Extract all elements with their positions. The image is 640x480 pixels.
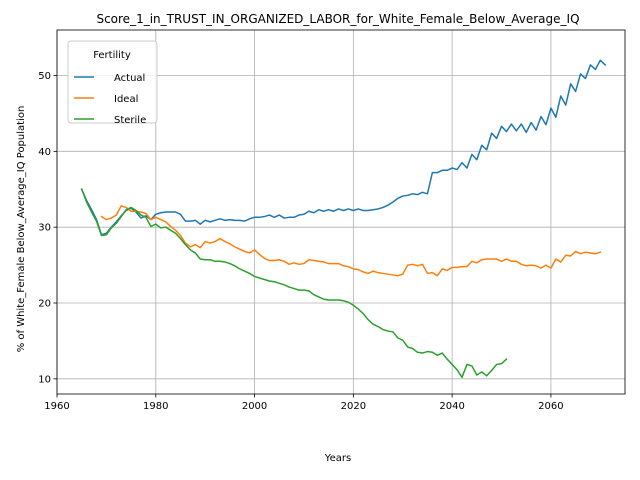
- x-tick-label: 1980: [143, 401, 168, 412]
- y-tick-label: 30: [38, 223, 51, 234]
- y-axis-label: % of White_Female Below_Average_IQ Popul…: [16, 106, 27, 353]
- y-tick-label: 50: [38, 71, 51, 82]
- plot-area: [56, 29, 626, 395]
- y-axis-ticks: 10 20 30 40 50: [38, 71, 57, 385]
- x-tick-label: 2060: [538, 401, 563, 412]
- legend-label-actual: Actual: [114, 73, 145, 84]
- legend-box: [67, 40, 158, 124]
- y-tick-label: 20: [38, 299, 51, 310]
- x-tick-label: 1960: [44, 401, 69, 412]
- legend-label-ideal: Ideal: [114, 94, 138, 105]
- y-tick-label: 40: [38, 147, 51, 158]
- series-line-actual: [80, 59, 607, 236]
- x-axis-label: Years: [324, 453, 351, 464]
- legend-label-sterile: Sterile: [114, 115, 146, 126]
- legend: Fertility Actual Ideal Sterile: [67, 40, 158, 126]
- legend-title: Fertility: [93, 50, 131, 61]
- x-tick-label: 2000: [242, 401, 267, 412]
- series-lines: [80, 59, 607, 379]
- x-tick-label: 2020: [341, 401, 366, 412]
- series-line-ideal: [100, 205, 602, 277]
- series-line-sterile: [80, 188, 508, 379]
- chart-title: Score_1_in_TRUST_IN_ORGANIZED_LABOR_for_…: [96, 12, 579, 26]
- x-axis-ticks: 1960 1980 2000 2020 2040 2060: [44, 394, 564, 412]
- y-tick-label: 10: [38, 374, 51, 385]
- x-tick-label: 2040: [439, 401, 464, 412]
